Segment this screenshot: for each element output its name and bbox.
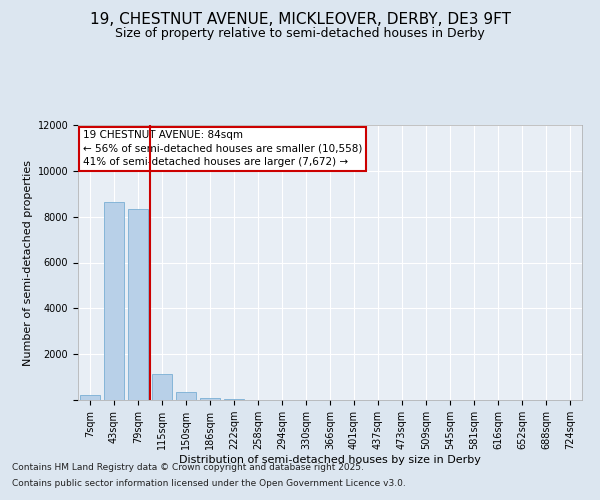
Bar — [176, 392, 196, 400]
Y-axis label: Number of semi-detached properties: Number of semi-detached properties — [23, 160, 34, 366]
Bar — [104, 202, 124, 400]
Bar — [200, 398, 220, 400]
Text: Contains HM Land Registry data © Crown copyright and database right 2025.: Contains HM Land Registry data © Crown c… — [12, 464, 364, 472]
Bar — [80, 396, 100, 400]
Bar — [152, 374, 172, 400]
Text: 19 CHESTNUT AVENUE: 84sqm
← 56% of semi-detached houses are smaller (10,558)
41%: 19 CHESTNUT AVENUE: 84sqm ← 56% of semi-… — [83, 130, 362, 167]
Text: 19, CHESTNUT AVENUE, MICKLEOVER, DERBY, DE3 9FT: 19, CHESTNUT AVENUE, MICKLEOVER, DERBY, … — [89, 12, 511, 28]
Text: Contains public sector information licensed under the Open Government Licence v3: Contains public sector information licen… — [12, 478, 406, 488]
Text: Size of property relative to semi-detached houses in Derby: Size of property relative to semi-detach… — [115, 28, 485, 40]
Bar — [128, 208, 148, 400]
X-axis label: Distribution of semi-detached houses by size in Derby: Distribution of semi-detached houses by … — [179, 455, 481, 465]
Bar — [224, 399, 244, 400]
